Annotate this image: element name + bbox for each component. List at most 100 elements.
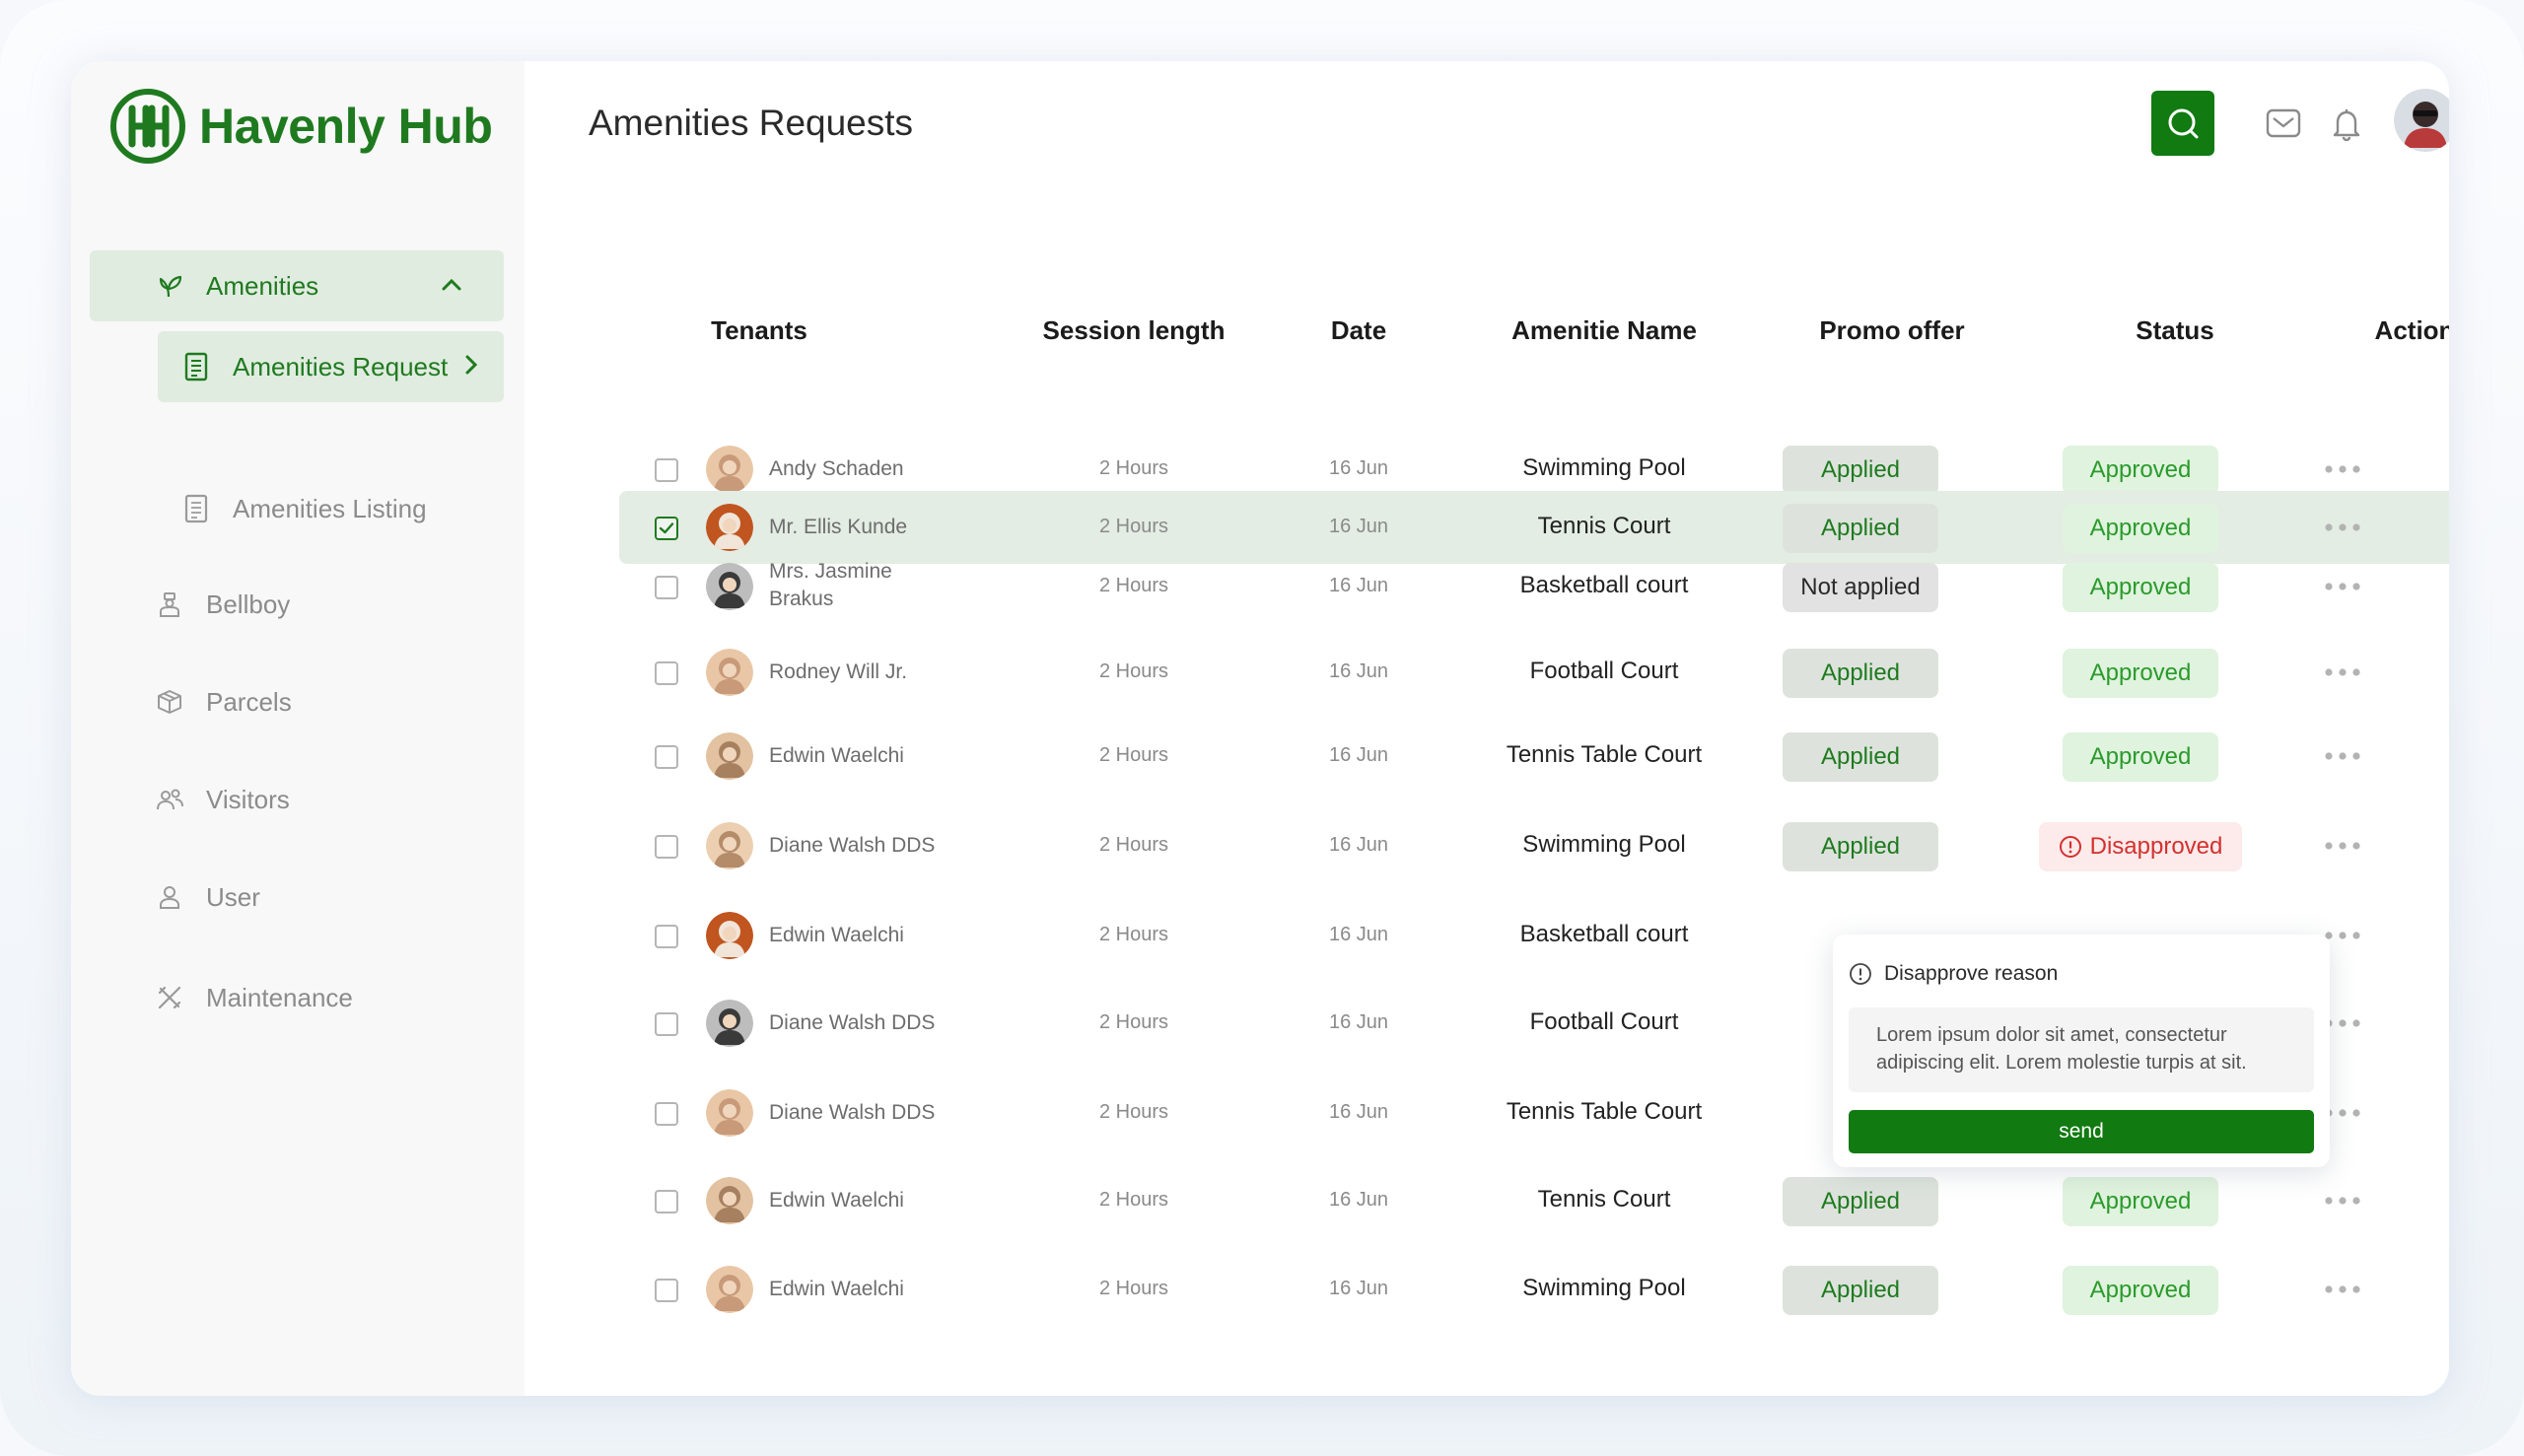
date-cell: 16 Jun xyxy=(1328,834,1389,856)
more-actions-icon[interactable] xyxy=(2323,580,2362,598)
status-badge[interactable]: Disapproved xyxy=(2039,822,2242,871)
tenant-name: Diane Walsh DDS xyxy=(769,1101,936,1124)
more-actions-icon[interactable] xyxy=(2323,462,2362,481)
info-icon xyxy=(1850,963,1871,985)
sidebar-item-amenities-listing[interactable]: Amenities Listing xyxy=(158,473,504,544)
row-checkbox[interactable] xyxy=(655,835,678,859)
date-cell: 16 Jun xyxy=(1328,1278,1389,1299)
popover-header: Disapprove reason xyxy=(1849,962,2058,986)
status-badge: Approved xyxy=(2063,1177,2218,1226)
search-button[interactable] xyxy=(2151,91,2214,156)
sprout-icon xyxy=(155,271,184,301)
column-header-promo-offer[interactable]: Promo offer xyxy=(1819,315,1965,345)
avatar[interactable] xyxy=(2394,89,2449,152)
row-checkbox[interactable] xyxy=(655,458,678,482)
sidebar-item-maintenance[interactable]: Maintenance xyxy=(90,962,504,1033)
tenant-avatar xyxy=(706,822,753,869)
tenant-avatar xyxy=(706,1266,753,1313)
date-cell: 16 Jun xyxy=(1328,575,1389,596)
send-button[interactable]: send xyxy=(1849,1110,2314,1153)
session-length: 2 Hours xyxy=(1098,834,1169,856)
row-checkbox[interactable] xyxy=(655,1102,678,1126)
chevron-up-icon[interactable] xyxy=(439,272,464,303)
tenant-avatar xyxy=(706,1000,753,1047)
row-checkbox[interactable] xyxy=(655,661,678,685)
status-badge: Approved xyxy=(2063,1266,2218,1315)
search-icon xyxy=(2168,108,2199,139)
row-checkbox[interactable] xyxy=(655,925,678,948)
table-row[interactable]: Edwin Waelchi 2 Hours 16 Jun Tennis Tabl… xyxy=(619,720,2449,793)
promo-badge: Applied xyxy=(1783,822,1938,871)
disapprove-reason-popover: Disapprove reason Lorem ipsum dolor sit … xyxy=(1833,935,2330,1167)
table-row[interactable]: Edwin Waelchi 2 Hours 16 Jun Basketball … xyxy=(619,899,2449,972)
date-cell: 16 Jun xyxy=(1328,1101,1389,1123)
page-title: Amenities Requests xyxy=(589,103,914,143)
session-length: 2 Hours xyxy=(1098,1189,1169,1211)
mail-icon[interactable] xyxy=(2266,108,2301,143)
table-row[interactable]: Diane Walsh DDS 2 Hours 16 Jun Tennis Ta… xyxy=(619,1076,2449,1149)
warning-icon xyxy=(2059,836,2081,858)
column-header-status[interactable]: Status xyxy=(2136,315,2214,345)
more-actions-icon[interactable] xyxy=(2323,1283,2362,1301)
row-checkbox[interactable] xyxy=(655,1012,678,1036)
row-checkbox[interactable] xyxy=(655,1190,678,1213)
amenity-name: Tennis Table Court xyxy=(1506,741,1703,768)
date-cell: 16 Jun xyxy=(1328,516,1389,537)
amenity-name: Tennis Table Court xyxy=(1506,1098,1703,1125)
date-cell: 16 Jun xyxy=(1328,660,1389,682)
promo-badge: Applied xyxy=(1783,1266,1938,1315)
row-checkbox[interactable] xyxy=(655,517,678,540)
sidebar-group-label: Amenities xyxy=(206,270,319,301)
document-icon xyxy=(181,494,211,523)
tenant-avatar xyxy=(706,563,753,610)
column-header-date[interactable]: Date xyxy=(1330,315,1387,345)
tenant-name: Diane Walsh DDS xyxy=(769,834,936,857)
sidebar-item-parcels[interactable]: Parcels xyxy=(90,666,504,737)
table-row[interactable]: Rodney Will Jr. 2 Hours 16 Jun Football … xyxy=(619,636,2449,709)
logo[interactable]: Havenly Hub xyxy=(108,87,493,166)
user-icon xyxy=(155,882,184,912)
more-actions-icon[interactable] xyxy=(2323,929,2362,947)
column-header-tenants[interactable]: Tenants xyxy=(711,315,807,345)
sidebar-item-amenities-request[interactable]: Amenities Request xyxy=(158,331,504,402)
column-header-session-length[interactable]: Session length xyxy=(1042,315,1226,345)
sidebar-group-amenities[interactable]: Amenities xyxy=(90,250,504,321)
sidebar-item-bellboy[interactable]: Bellboy xyxy=(90,569,504,640)
table-row[interactable]: Edwin Waelchi 2 Hours 16 Jun Swimming Po… xyxy=(619,1253,2449,1326)
column-header-amenity-name[interactable]: Amenitie Name xyxy=(1511,315,1697,345)
amenity-name: Basketball court xyxy=(1519,572,1689,598)
tenant-avatar xyxy=(706,732,753,780)
column-header-action[interactable]: Action xyxy=(2374,315,2449,345)
table-row[interactable]: Mrs. Jasmine Brakus 2 Hours 16 Jun Baske… xyxy=(619,550,2449,623)
table-row[interactable]: Diane Walsh DDS 2 Hours 16 Jun Football … xyxy=(619,987,2449,1060)
sidebar-item-user[interactable]: User xyxy=(90,862,504,933)
reason-textarea[interactable]: Lorem ipsum dolor sit amet, consectetur … xyxy=(1849,1007,2314,1092)
table-row[interactable]: Edwin Waelchi 2 Hours 16 Jun Tennis Cour… xyxy=(619,1164,2449,1237)
table-row[interactable]: Andy Schaden 2 Hours 16 Jun Swimming Poo… xyxy=(619,433,2449,506)
row-checkbox[interactable] xyxy=(655,1279,678,1302)
row-checkbox[interactable] xyxy=(655,745,678,769)
more-actions-icon[interactable] xyxy=(2323,665,2362,684)
table-row[interactable]: Diane Walsh DDS 2 Hours 16 Jun Swimming … xyxy=(619,809,2449,882)
more-actions-icon[interactable] xyxy=(2323,520,2362,539)
tenant-name: Andy Schaden xyxy=(769,457,904,480)
tenant-name: Mrs. Jasmine Brakus xyxy=(769,560,892,610)
tenant-name: Edwin Waelchi xyxy=(769,1189,904,1212)
date-cell: 16 Jun xyxy=(1328,744,1389,766)
bell-icon[interactable] xyxy=(2331,106,2362,147)
session-length: 2 Hours xyxy=(1098,1278,1169,1299)
status-badge: Approved xyxy=(2063,446,2218,495)
tenant-name: Rodney Will Jr. xyxy=(769,660,908,683)
table-row[interactable]: Mr. Ellis Kunde 2 Hours 16 Jun Tennis Co… xyxy=(619,491,2449,564)
date-cell: 16 Jun xyxy=(1328,1011,1389,1033)
session-length: 2 Hours xyxy=(1098,575,1169,596)
promo-badge: Not applied xyxy=(1783,563,1938,612)
session-length: 2 Hours xyxy=(1098,1011,1169,1033)
more-actions-icon[interactable] xyxy=(2323,749,2362,768)
session-length: 2 Hours xyxy=(1098,457,1169,479)
row-checkbox[interactable] xyxy=(655,576,678,599)
more-actions-icon[interactable] xyxy=(2323,1194,2362,1213)
tenant-name: Edwin Waelchi xyxy=(769,744,904,767)
more-actions-icon[interactable] xyxy=(2323,839,2362,858)
sidebar-item-visitors[interactable]: Visitors xyxy=(90,764,504,835)
